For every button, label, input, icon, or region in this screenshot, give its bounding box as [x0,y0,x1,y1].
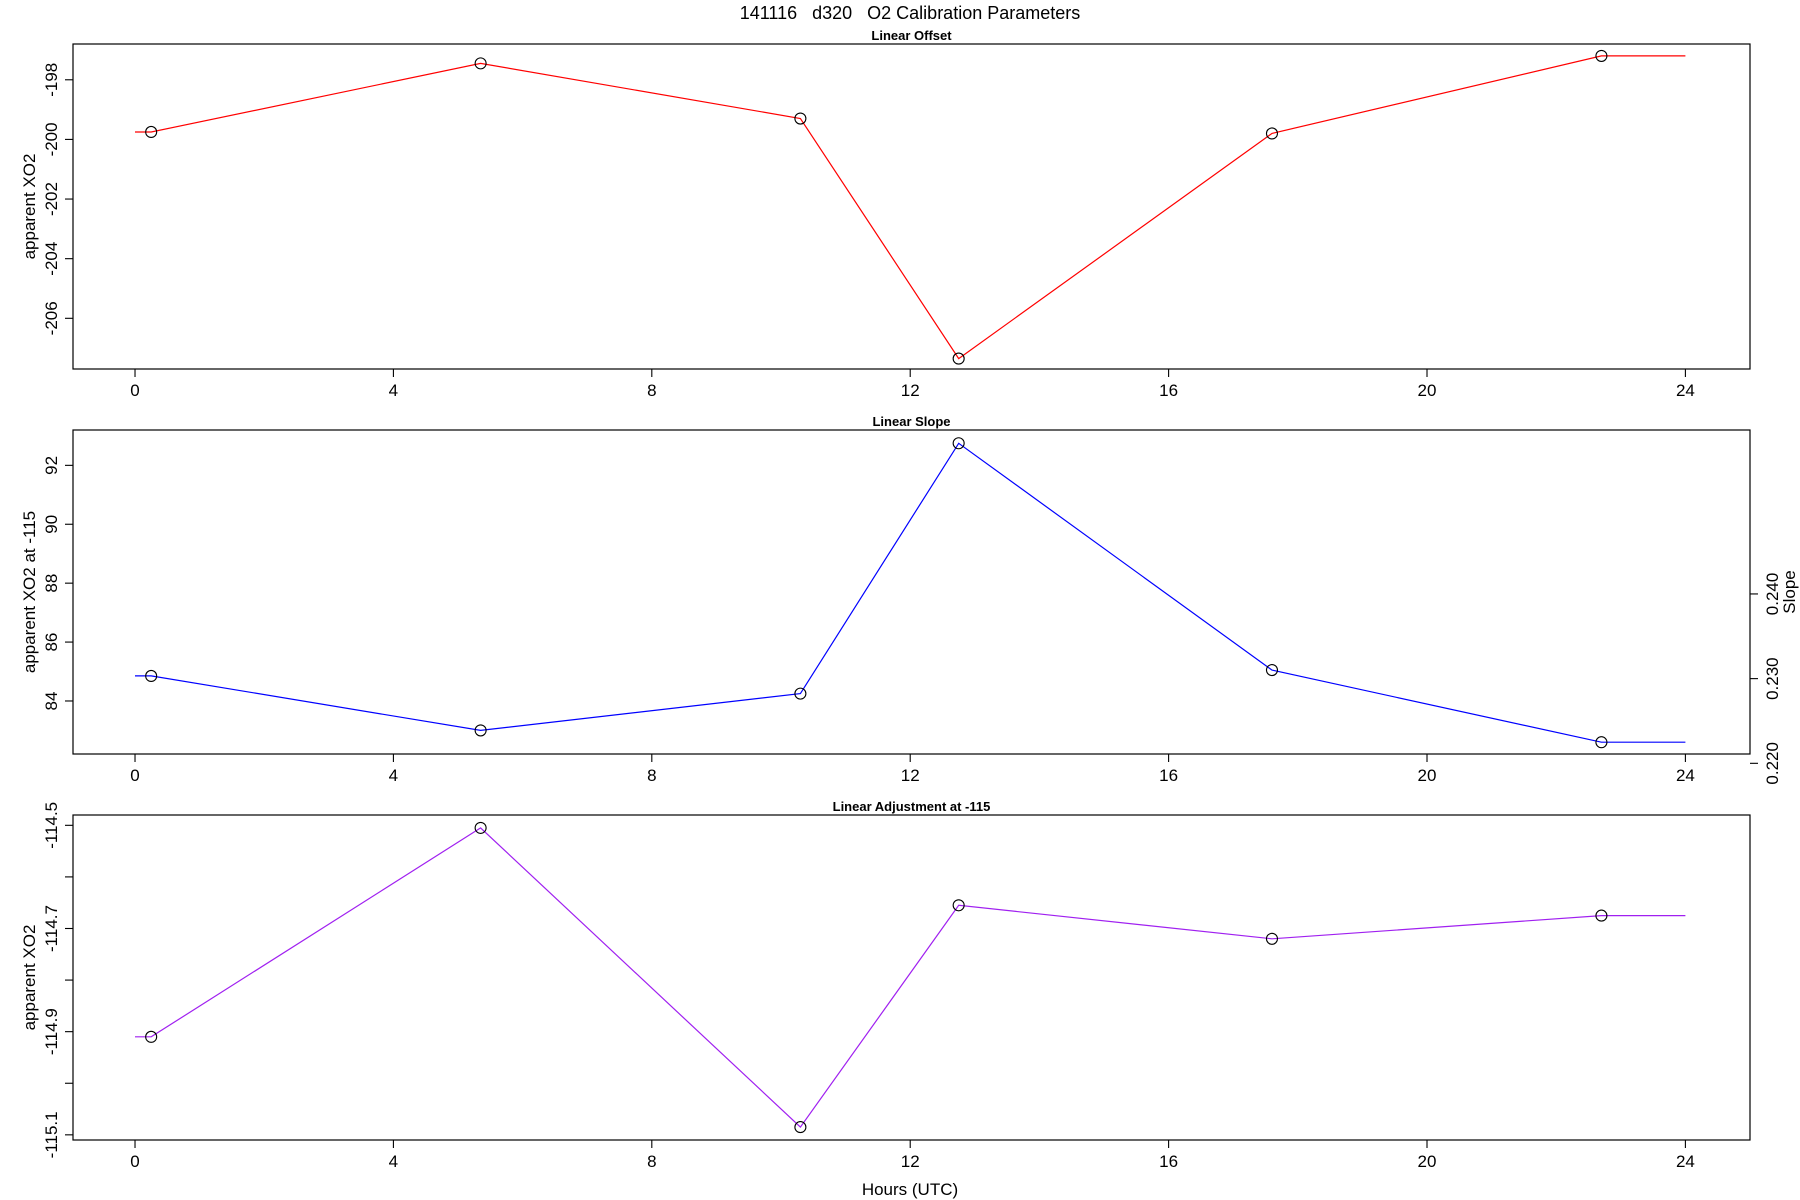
x-tick-label: 4 [389,766,398,785]
y-tick-label: 90 [42,515,61,534]
y-axis-label: apparent XO2 [20,925,39,1031]
y2-tick-label: 0.220 [1763,742,1782,785]
x-tick-label: 16 [1159,381,1178,400]
x-tick-label: 4 [389,1152,398,1171]
x-tick-label: 12 [901,766,920,785]
y-tick-label: -114.5 [42,802,61,849]
data-point [474,57,487,70]
y-tick-label: 88 [42,574,61,593]
chart-panel-2: Linear Slope 0 4 8 12 16 20 24 84 86 88 90 92 apparen… [20,414,1799,785]
y-tick-label: -198 [42,63,61,97]
data-point [952,352,965,365]
chart-panel-1: Linear Offset 0 4 8 12 16 20 24 -198 -200 -202 -204… [20,28,1751,400]
series-line [135,55,1686,360]
data-point [1595,49,1608,62]
x-tick-label: 24 [1676,766,1695,785]
data-point [794,1121,807,1134]
x-tick-label: 8 [647,381,656,400]
data-point [1265,932,1279,945]
x-tick-label: 24 [1676,381,1695,400]
panels: Linear Offset 0 4 8 12 16 20 24 -198 -200 -202 -204… [20,28,1799,1171]
y-axis-label: apparent XO2 [20,154,39,260]
y-tick-label: -114.9 [42,1008,61,1055]
x-tick-label: 20 [1418,1152,1437,1171]
y-tick-label: -206 [42,301,61,335]
x-axis-label: Hours (UTC) [862,1180,958,1199]
data-point [1265,664,1279,677]
data-point [145,669,158,682]
data-point [1595,909,1608,922]
x-tick-label: 4 [389,381,398,400]
y-tick-label: -202 [42,182,61,216]
y2-tick-label: 0.240 [1763,573,1782,616]
y-axis-label: apparent XO2 at -115 [20,511,39,673]
x-tick-label: 8 [647,1152,656,1171]
x-tick-label: 12 [901,381,920,400]
data-point [952,899,965,912]
y-tick-label: 86 [42,633,61,652]
y-tick-label: 84 [42,692,61,711]
x-tick-label: 12 [901,1152,920,1171]
y-tick-label: 92 [42,456,61,475]
y-tick-label: -115.1 [42,1111,61,1158]
data-point [952,437,965,450]
figure-title: 141116 d320 O2 Calibration Parameters [740,3,1081,23]
plot-frame [72,814,1751,1141]
panel-title: Linear Offset [871,28,952,43]
data-point [794,687,807,700]
x-tick-label: 20 [1418,381,1437,400]
panel-title: Linear Slope [872,414,950,429]
y-tick-label: -200 [42,122,61,156]
chart-panel-3: Linear Adjustment at -115 0 4 8 12 16 20 24 -114… [20,799,1751,1171]
data-point [145,125,158,139]
y2-tick-label: 0.230 [1763,657,1782,700]
panel-title: Linear Adjustment at -115 [833,799,991,814]
y-tick-label: -114.7 [42,905,61,952]
y-tick-label: -204 [42,242,61,276]
series-line [135,442,1686,743]
data-point [1265,127,1279,140]
x-tick-label: 0 [130,381,139,400]
plot-frame [72,429,1751,755]
data-point [1595,736,1608,749]
x-tick-label: 16 [1159,1152,1178,1171]
x-tick-label: 0 [130,1152,139,1171]
plot-frame [72,43,1751,370]
y2-axis-label: Slope [1780,570,1799,613]
x-tick-label: 8 [647,766,656,785]
x-tick-label: 0 [130,766,139,785]
x-tick-label: 24 [1676,1152,1695,1171]
data-point [794,112,807,125]
x-tick-label: 20 [1418,766,1437,785]
series-line [135,827,1686,1129]
data-point [474,724,487,737]
x-tick-label: 16 [1159,766,1178,785]
data-point [474,821,487,834]
data-point [145,1030,158,1043]
